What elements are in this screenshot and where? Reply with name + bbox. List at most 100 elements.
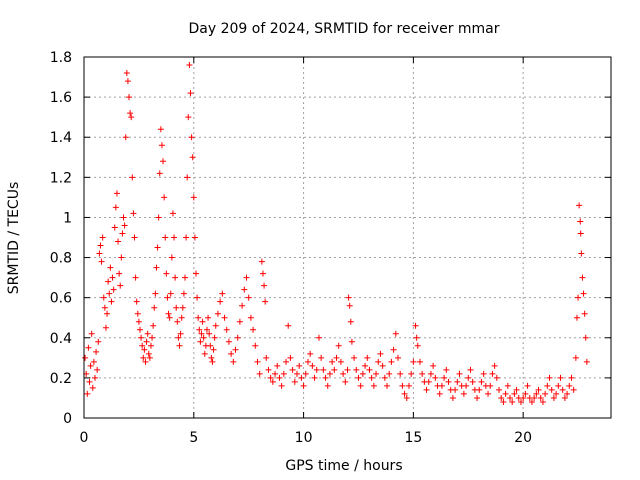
data-point [577, 218, 584, 225]
data-point [203, 326, 210, 333]
data-point [96, 250, 103, 257]
data-point [185, 114, 192, 121]
data-point [493, 374, 500, 381]
data-point [141, 346, 148, 353]
data-point [359, 370, 366, 377]
data-point [388, 358, 395, 365]
data-point [452, 386, 459, 393]
data-point [166, 314, 173, 321]
data-point [300, 382, 307, 389]
y-tick-label: 1.4 [50, 130, 72, 146]
data-point [134, 310, 141, 317]
data-point [174, 318, 181, 325]
data-point [99, 234, 106, 241]
data-point [351, 354, 358, 361]
y-tick-label: 0.2 [50, 371, 72, 387]
data-point [211, 334, 218, 341]
data-point [269, 378, 276, 385]
data-point [578, 250, 585, 257]
data-point [568, 374, 575, 381]
data-point [118, 254, 125, 261]
data-point [175, 334, 182, 341]
data-point [566, 382, 573, 389]
data-point [474, 394, 481, 401]
data-point [412, 322, 419, 329]
data-point [219, 290, 226, 297]
data-point [104, 310, 111, 317]
data-point [353, 366, 360, 373]
data-point [348, 338, 355, 345]
data-point [195, 314, 202, 321]
data-point [85, 344, 92, 351]
data-point [408, 370, 415, 377]
chart-title: Day 209 of 2024, SRMTID for receiver mma… [188, 21, 499, 37]
data-point [544, 382, 551, 389]
data-point [199, 318, 206, 325]
data-point [289, 366, 296, 373]
data-point [311, 374, 318, 381]
data-point [555, 382, 562, 389]
data-point [427, 370, 434, 377]
data-point [232, 346, 239, 353]
data-point [432, 374, 439, 381]
data-point [212, 322, 219, 329]
data-point [109, 274, 116, 281]
data-point [144, 330, 151, 337]
data-point [152, 290, 159, 297]
data-point [469, 378, 476, 385]
data-point [504, 382, 511, 389]
data-point [425, 378, 432, 385]
data-point [403, 394, 410, 401]
data-point [234, 334, 241, 341]
data-point [419, 370, 426, 377]
data-point [347, 318, 354, 325]
data-point [362, 362, 369, 369]
data-point [205, 314, 212, 321]
data-point [156, 170, 163, 177]
data-point [324, 382, 331, 389]
data-point [243, 274, 250, 281]
data-point [223, 326, 230, 333]
data-point [506, 394, 513, 401]
data-point [498, 394, 505, 401]
data-point [180, 290, 187, 297]
data-point [173, 304, 180, 311]
data-point [160, 158, 167, 165]
data-point [106, 290, 113, 297]
y-tick-label: 0.4 [50, 331, 72, 347]
data-point [454, 378, 461, 385]
data-point [221, 314, 228, 321]
data-point [149, 334, 156, 341]
data-point [155, 214, 162, 221]
data-point [274, 362, 281, 369]
data-point [572, 354, 579, 361]
data-point [101, 304, 108, 311]
y-tick-label: 0.6 [50, 291, 72, 307]
data-point [436, 390, 443, 397]
data-point [208, 354, 215, 361]
data-point [124, 78, 131, 85]
data-point [183, 234, 190, 241]
data-point [236, 318, 243, 325]
data-point [123, 70, 130, 77]
data-point [143, 338, 150, 345]
data-point [390, 346, 397, 353]
data-point [423, 386, 430, 393]
data-points [82, 62, 590, 405]
y-tick-label: 0.8 [50, 251, 72, 267]
data-point [449, 394, 456, 401]
ticks: 0 0.2 0.4 0.6 0.8 1 1.2 1.4 1.6 1.8 0 5 10 15 20 [50, 50, 611, 446]
data-point [262, 298, 269, 305]
data-point [120, 214, 127, 221]
data-point [345, 294, 352, 301]
data-point [89, 384, 96, 391]
data-point [509, 398, 516, 405]
data-point [548, 386, 555, 393]
data-point [370, 382, 377, 389]
data-point [368, 374, 375, 381]
data-point [564, 390, 571, 397]
data-point [115, 238, 122, 245]
data-point [90, 358, 97, 365]
data-point [302, 370, 309, 377]
data-point [511, 390, 518, 397]
